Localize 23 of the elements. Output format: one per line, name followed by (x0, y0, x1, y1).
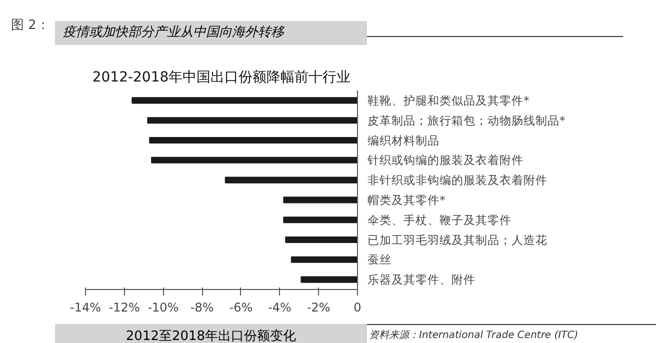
text: 资料来源：International Trade Centre (ITC) (369, 329, 578, 343)
y-tick-label: 乐器及其零件、附件 (368, 272, 476, 287)
x-tick-label: -8% (190, 300, 214, 314)
x-tick-label: -4% (268, 300, 292, 314)
x-axis-title: 2012至2018年出口份额变化 (55, 324, 367, 343)
x-tick-label: -12% (108, 300, 140, 314)
y-tick-label: 伞类、手杖、鞭子及其零件 (368, 212, 512, 227)
x-tick-label: -10% (148, 300, 179, 314)
y-tick-label: 鞋靴、护腿和类似品及其零件* (368, 93, 530, 108)
y-tick-label: 已加工羽毛羽绒及其制品；人造花 (368, 232, 548, 247)
y-tick-label: 编织材料制品 (368, 133, 440, 148)
x-tick-label: 0 (354, 300, 362, 314)
y-tick-label: 非针织或非钩编的服装及衣着附件 (368, 173, 548, 188)
chart-subtitle: 2012-2018年中国出口份额降幅前十行业 (92, 70, 351, 86)
chart-title: 疫情或加快部分产业从中国向海外转移 (55, 21, 367, 45)
y-tick-label: 皮革制品；旅行箱包；动物肠线制品* (368, 113, 566, 128)
y-tick-label: 针织或钩编的服装及衣着附件 (366, 153, 524, 168)
caption: 图 2： (11, 17, 50, 35)
y-tick-label: 帽类及其零件* (368, 192, 446, 207)
x-tick-label: -14% (70, 300, 102, 314)
x-tick-label: -2% (306, 300, 330, 314)
y-tick-label: 蚕丝 (368, 252, 392, 267)
x-tick-label: -6% (229, 300, 253, 314)
